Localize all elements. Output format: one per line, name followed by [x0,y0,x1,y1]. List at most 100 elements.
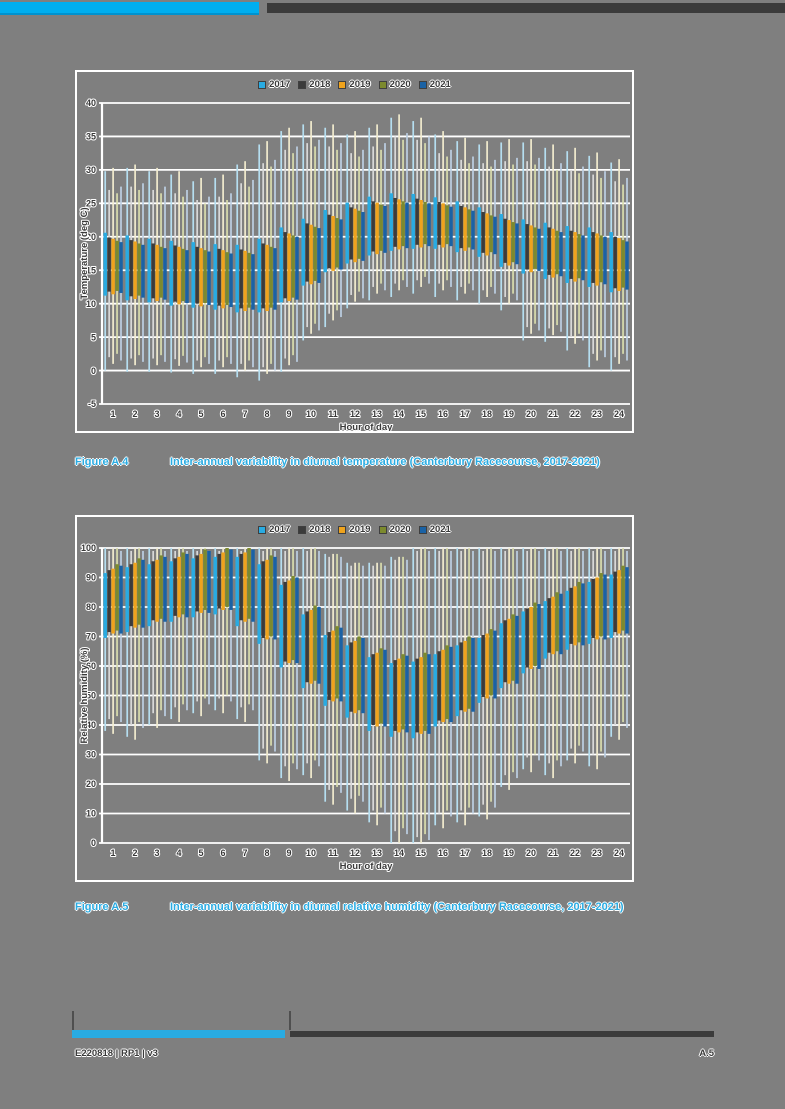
svg-text:1: 1 [110,848,115,858]
humidity-chart-legend: 2017 2018 2019 2020 2021 [77,524,632,535]
svg-text:0: 0 [91,366,96,376]
legend-swatch-2021 [418,80,427,89]
svg-text:90: 90 [86,573,96,583]
svg-text:1: 1 [110,409,115,419]
svg-text:16: 16 [438,409,448,419]
legend-label-2020: 2020 [389,524,411,535]
svg-text:12: 12 [350,409,360,419]
legend-swatch-2018 [298,80,307,89]
svg-text:21: 21 [548,848,558,858]
svg-text:40: 40 [86,98,96,108]
legend-item-2018: 2018 [298,79,330,90]
svg-text:Hour of day: Hour of day [340,422,393,431]
svg-text:2: 2 [132,848,137,858]
footer-page-number: A.5 [699,1048,714,1059]
footer-tick-right [289,1011,291,1030]
figure-a4-label: Figure A.4 [75,456,129,468]
figure-a5-text: Inter-annual variability in diurnal rela… [170,901,624,913]
svg-text:2: 2 [132,409,137,419]
legend-swatch-2017 [258,80,267,89]
legend-label-2017: 2017 [269,524,291,535]
legend-swatch-2019 [338,80,347,89]
figure-a5-caption: Figure A.5 Inter-annual variability in di… [75,901,715,913]
legend-label-2021: 2021 [429,79,451,90]
legend-swatch-2017 [258,525,267,534]
svg-text:20: 20 [526,409,536,419]
svg-text:3: 3 [154,848,159,858]
legend-item-2020: 2020 [378,79,411,90]
legend-label-2021: 2021 [429,524,451,535]
svg-text:23: 23 [592,848,602,858]
temperature-chart: 2017 2018 2019 2020 2021 -5 0 5 10 15 20 25 30 35 40 1… [75,70,634,433]
svg-text:19: 19 [504,409,514,419]
figure-a4-caption: Figure A.4 Inter-annual variability in di… [75,456,715,468]
svg-text:11: 11 [328,848,338,858]
legend-item-2021: 2021 [418,79,451,90]
svg-text:10: 10 [86,299,96,309]
legend-item-2017: 2017 [258,524,290,535]
svg-text:17: 17 [460,848,470,858]
svg-text:21: 21 [548,409,558,419]
svg-text:15: 15 [86,265,96,275]
svg-text:15: 15 [416,848,426,858]
svg-text:80: 80 [86,602,96,612]
legend-item-2018: 2018 [298,524,330,535]
svg-text:4: 4 [176,409,181,419]
svg-text:100: 100 [81,543,96,553]
svg-text:13: 13 [372,848,382,858]
svg-text:14: 14 [394,409,404,419]
legend-item-2020: 2020 [378,524,411,535]
svg-text:22: 22 [570,848,580,858]
svg-text:30: 30 [86,750,96,760]
svg-text:5: 5 [91,332,96,342]
svg-text:20: 20 [526,848,536,858]
svg-text:35: 35 [86,132,96,142]
svg-text:30: 30 [86,165,96,175]
svg-text:7: 7 [242,409,247,419]
svg-text:24: 24 [614,848,624,858]
footer-accent-bar-dark [290,1031,714,1037]
temperature-chart-legend: 2017 2018 2019 2020 2021 [77,79,632,90]
svg-text:23: 23 [592,409,602,419]
svg-text:17: 17 [460,409,470,419]
svg-text:4: 4 [176,848,181,858]
svg-text:14: 14 [394,848,404,858]
svg-text:50: 50 [86,691,96,701]
legend-label-2017: 2017 [269,79,291,90]
humidity-chart: 2017 2018 2019 2020 2021 0 10 20 30 40 50 60 70 80 90… [75,515,634,882]
svg-text:70: 70 [86,632,96,642]
legend-label-2020: 2020 [389,79,411,90]
svg-text:5: 5 [198,409,203,419]
svg-text:Relative humidity (%): Relative humidity (%) [79,647,90,743]
figure-a4-text: Inter-annual variability in diurnal temp… [170,456,600,468]
legend-label-2018: 2018 [309,79,331,90]
svg-text:12: 12 [350,848,360,858]
legend-label-2018: 2018 [309,524,331,535]
svg-text:60: 60 [86,661,96,671]
svg-text:Hour of day: Hour of day [340,861,393,872]
svg-text:-5: -5 [88,399,96,409]
svg-text:5: 5 [198,848,203,858]
legend-swatch-2019 [338,525,347,534]
svg-text:18: 18 [482,848,492,858]
svg-text:6: 6 [220,409,225,419]
legend-item-2021: 2021 [418,524,451,535]
footer-doc-code: E220818 | RP1 | v3 [75,1048,158,1059]
svg-text:25: 25 [86,199,96,209]
svg-text:15: 15 [416,409,426,419]
svg-text:19: 19 [504,848,514,858]
svg-text:6: 6 [220,848,225,858]
svg-text:3: 3 [154,409,159,419]
legend-item-2017: 2017 [258,79,290,90]
header-accent-bar-dark [267,3,785,13]
svg-text:7: 7 [242,848,247,858]
svg-text:10: 10 [306,409,316,419]
legend-label-2019: 2019 [349,524,371,535]
svg-text:20: 20 [86,779,96,789]
svg-text:10: 10 [86,809,96,819]
svg-text:16: 16 [438,848,448,858]
footer-tick-left [72,1011,74,1030]
svg-text:13: 13 [372,409,382,419]
